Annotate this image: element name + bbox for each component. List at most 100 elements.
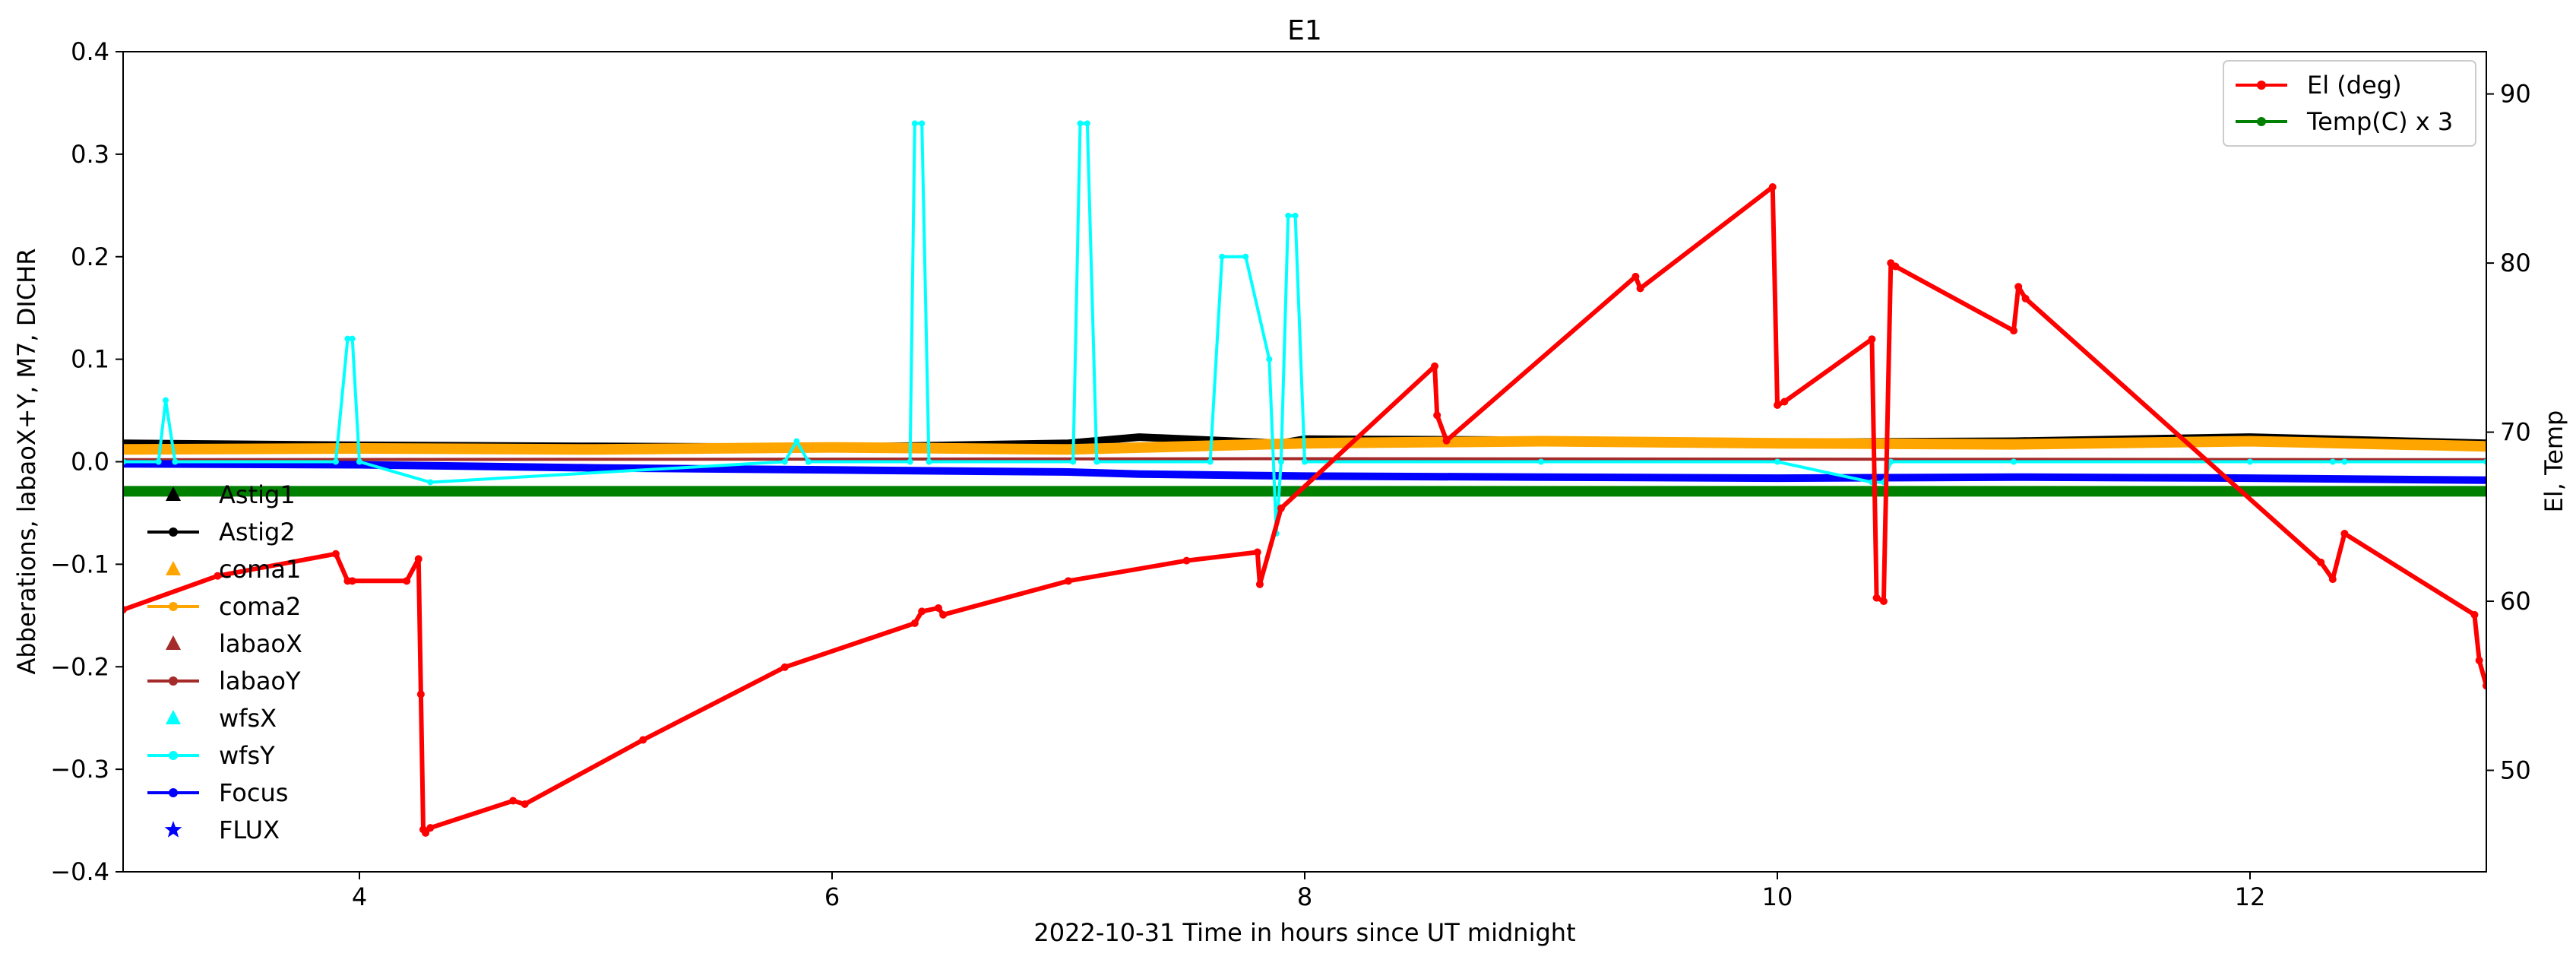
data-point-wfsy [1888,458,1894,465]
data-point-wfsy [356,458,362,465]
x-tick-label: 10 [1762,882,1793,911]
legend-marker-dot [169,676,178,686]
data-point-el-deg [2014,283,2023,291]
legend-right-label: El (deg) [2307,71,2402,100]
x-tick-label: 4 [352,882,367,911]
y-left-tick-label: −0.2 [50,652,109,681]
data-point-el-deg [1768,182,1777,191]
legend-marker-triangle [166,635,181,650]
data-point-el-deg [403,577,411,585]
data-point-wfsy [1302,458,1308,465]
data-point-wfsy [1207,458,1214,465]
data-point-wfsy [919,120,926,127]
data-point-wfsy [155,458,162,465]
data-point-el-deg [348,577,356,585]
y-left-tick-label: −0.4 [50,857,109,886]
data-point-el-deg [1774,401,1781,409]
y-left-tick-label: 0.4 [71,37,109,66]
y-axis-left-label: Abberations, labaoX+Y, M7, DICHR [12,249,41,675]
data-point-el-deg [910,619,919,627]
data-point-wfsy [427,479,434,486]
data-point-el-deg [1065,577,1072,585]
data-point-el-deg [2483,682,2486,690]
data-point-el-deg [426,824,435,832]
y-left-tick-label: 0.1 [71,345,109,374]
data-point-wfsy [344,335,351,342]
data-point-wfsy [1077,120,1084,127]
data-point-el-deg [1891,262,1900,271]
data-point-wfsy [1774,458,1780,465]
data-point-wfsy [781,458,788,465]
legend-left-label: labaoX [219,629,302,658]
x-tick-label: 6 [824,882,840,911]
data-point-wfsy [2247,458,2253,465]
data-point-el-deg [509,797,517,805]
data-point-el-deg [918,607,926,616]
data-point-wfsy [1538,458,1544,465]
data-point-el-deg [1433,411,1441,420]
data-point-wfsy [1219,253,1226,260]
data-point-wfsy [1070,458,1077,465]
legend-marker-triangle [166,710,181,724]
data-point-el-deg [639,736,647,744]
data-point-el-deg [1780,398,1789,406]
data-point-wfsy [1277,458,1284,465]
legend-left-label: labaoY [219,667,301,695]
legend-marker-dot [169,602,178,611]
legend-left-label: coma2 [219,592,301,621]
data-point-wfsy [2011,458,2017,465]
y-left-tick-label: −0.3 [50,755,109,784]
y-left-tick-label: −0.1 [50,550,109,578]
data-point-el-deg [1253,548,1261,556]
data-point-wfsy [2341,458,2348,465]
data-point-el-deg [2317,558,2325,566]
data-point-el-deg [123,606,127,614]
x-tick-label: 12 [2235,882,2266,911]
data-point-wfsy [172,458,179,465]
y-right-tick-label: 90 [2500,80,2531,109]
data-point-el-deg [939,610,948,619]
y-left-tick-label: 0.3 [71,140,109,169]
legend-marker-dot [169,788,178,797]
legend-left-label: wfsX [219,704,277,733]
legend-left-label: Focus [219,778,288,807]
legend-left-label: Astig2 [219,518,296,546]
data-point-el-deg [1442,436,1451,445]
legend-marker-dot [2257,117,2266,126]
data-point-el-deg [2475,656,2483,664]
data-point-el-deg [416,690,425,698]
legend-left-label: FLUX [219,816,280,844]
y-axis-right-label: El, Temp [2540,410,2568,513]
legend-left-label: wfsY [219,741,275,770]
data-point-el-deg [331,550,340,558]
data-point-wfsy [349,335,356,342]
data-point-el-deg [934,603,942,612]
legend-marker-triangle [166,486,181,501]
data-point-el-deg [414,555,422,563]
x-tick-label: 8 [1297,882,1312,911]
data-point-wfsy [1285,212,1292,219]
y-right-tick-label: 50 [2500,756,2531,785]
x-axis-label: 2022-10-31 Time in hours since UT midnig… [1033,918,1575,947]
y-right-tick-label: 60 [2500,587,2531,616]
y-left-tick-label: 0.2 [71,242,109,271]
data-point-el-deg [422,828,430,837]
data-point-el-deg [2470,610,2479,619]
legend-left-label: Astig1 [219,480,296,509]
data-point-wfsy [162,397,169,404]
y-right-tick-label: 80 [2500,249,2531,277]
series-line-focus [123,460,2486,484]
data-point-el-deg [214,572,222,580]
legend-marker-star [164,821,182,838]
data-point-wfsy [911,120,918,127]
data-point-wfsy [1292,212,1299,219]
legend-right-label: Temp(C) x 3 [2306,107,2453,136]
data-point-wfsy [805,458,812,465]
data-point-wfsy [1242,253,1249,260]
legend-left-label: coma1 [219,555,301,584]
data-point-el-deg [1879,597,1888,606]
data-point-el-deg [2010,327,2017,335]
data-point-el-deg [521,800,529,809]
legend-marker-triangle [166,561,181,575]
